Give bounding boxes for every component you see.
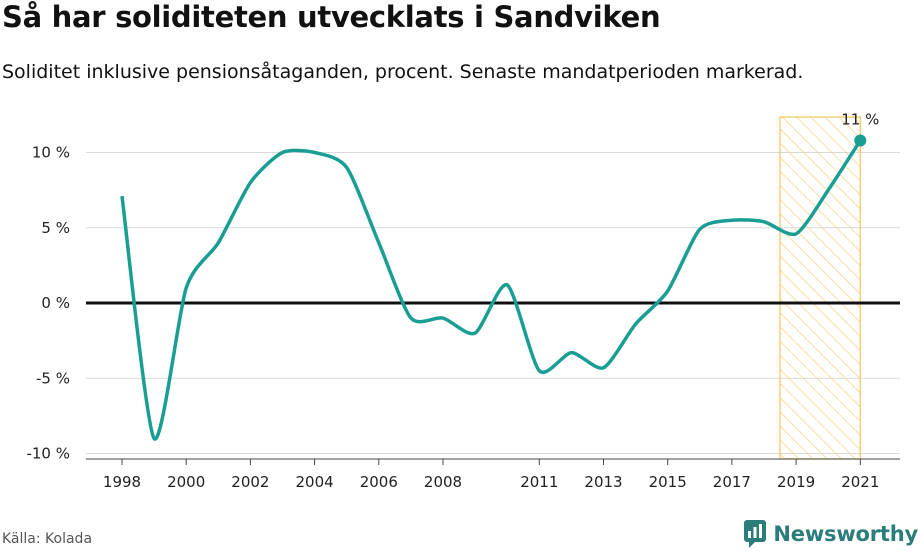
x-tick-label: 2002 [231,473,269,491]
x-tick-label: 2015 [649,473,687,491]
source-label: Källa: Kolada [2,531,93,547]
x-tick-label: 2006 [360,473,398,491]
x-tick-label: 2019 [777,473,815,491]
series-line [120,139,862,441]
x-tick-label: 2013 [584,473,622,491]
chart-subtitle: Soliditet inklusive pensionsåtaganden, p… [2,61,804,83]
highlight-period [779,116,861,460]
x-tick-label: 2004 [296,473,334,491]
y-tick-label: -10 % [26,445,70,463]
y-tick-label: 10 % [32,144,70,162]
end-point-marker [854,134,867,147]
chart-title: Så har soliditeten utvecklats i Sandvike… [2,0,661,34]
newsworthy-icon [744,520,767,548]
y-tick-label: -5 % [36,369,70,387]
x-tick-label: 2021 [841,473,879,491]
x-tick-label: 1998 [103,473,141,491]
x-tick-label: 2011 [520,473,558,491]
brand-logo: Newsworthy [743,519,918,549]
y-tick-label: 5 % [41,219,70,237]
end-value-label: 11 % [841,110,879,128]
x-tick-label: 2017 [713,473,751,491]
brand-name: Newsworthy [773,522,918,546]
y-tick-label: 0 % [41,294,70,312]
x-tick-label: 2000 [167,473,205,491]
x-tick-label: 2008 [424,473,462,491]
